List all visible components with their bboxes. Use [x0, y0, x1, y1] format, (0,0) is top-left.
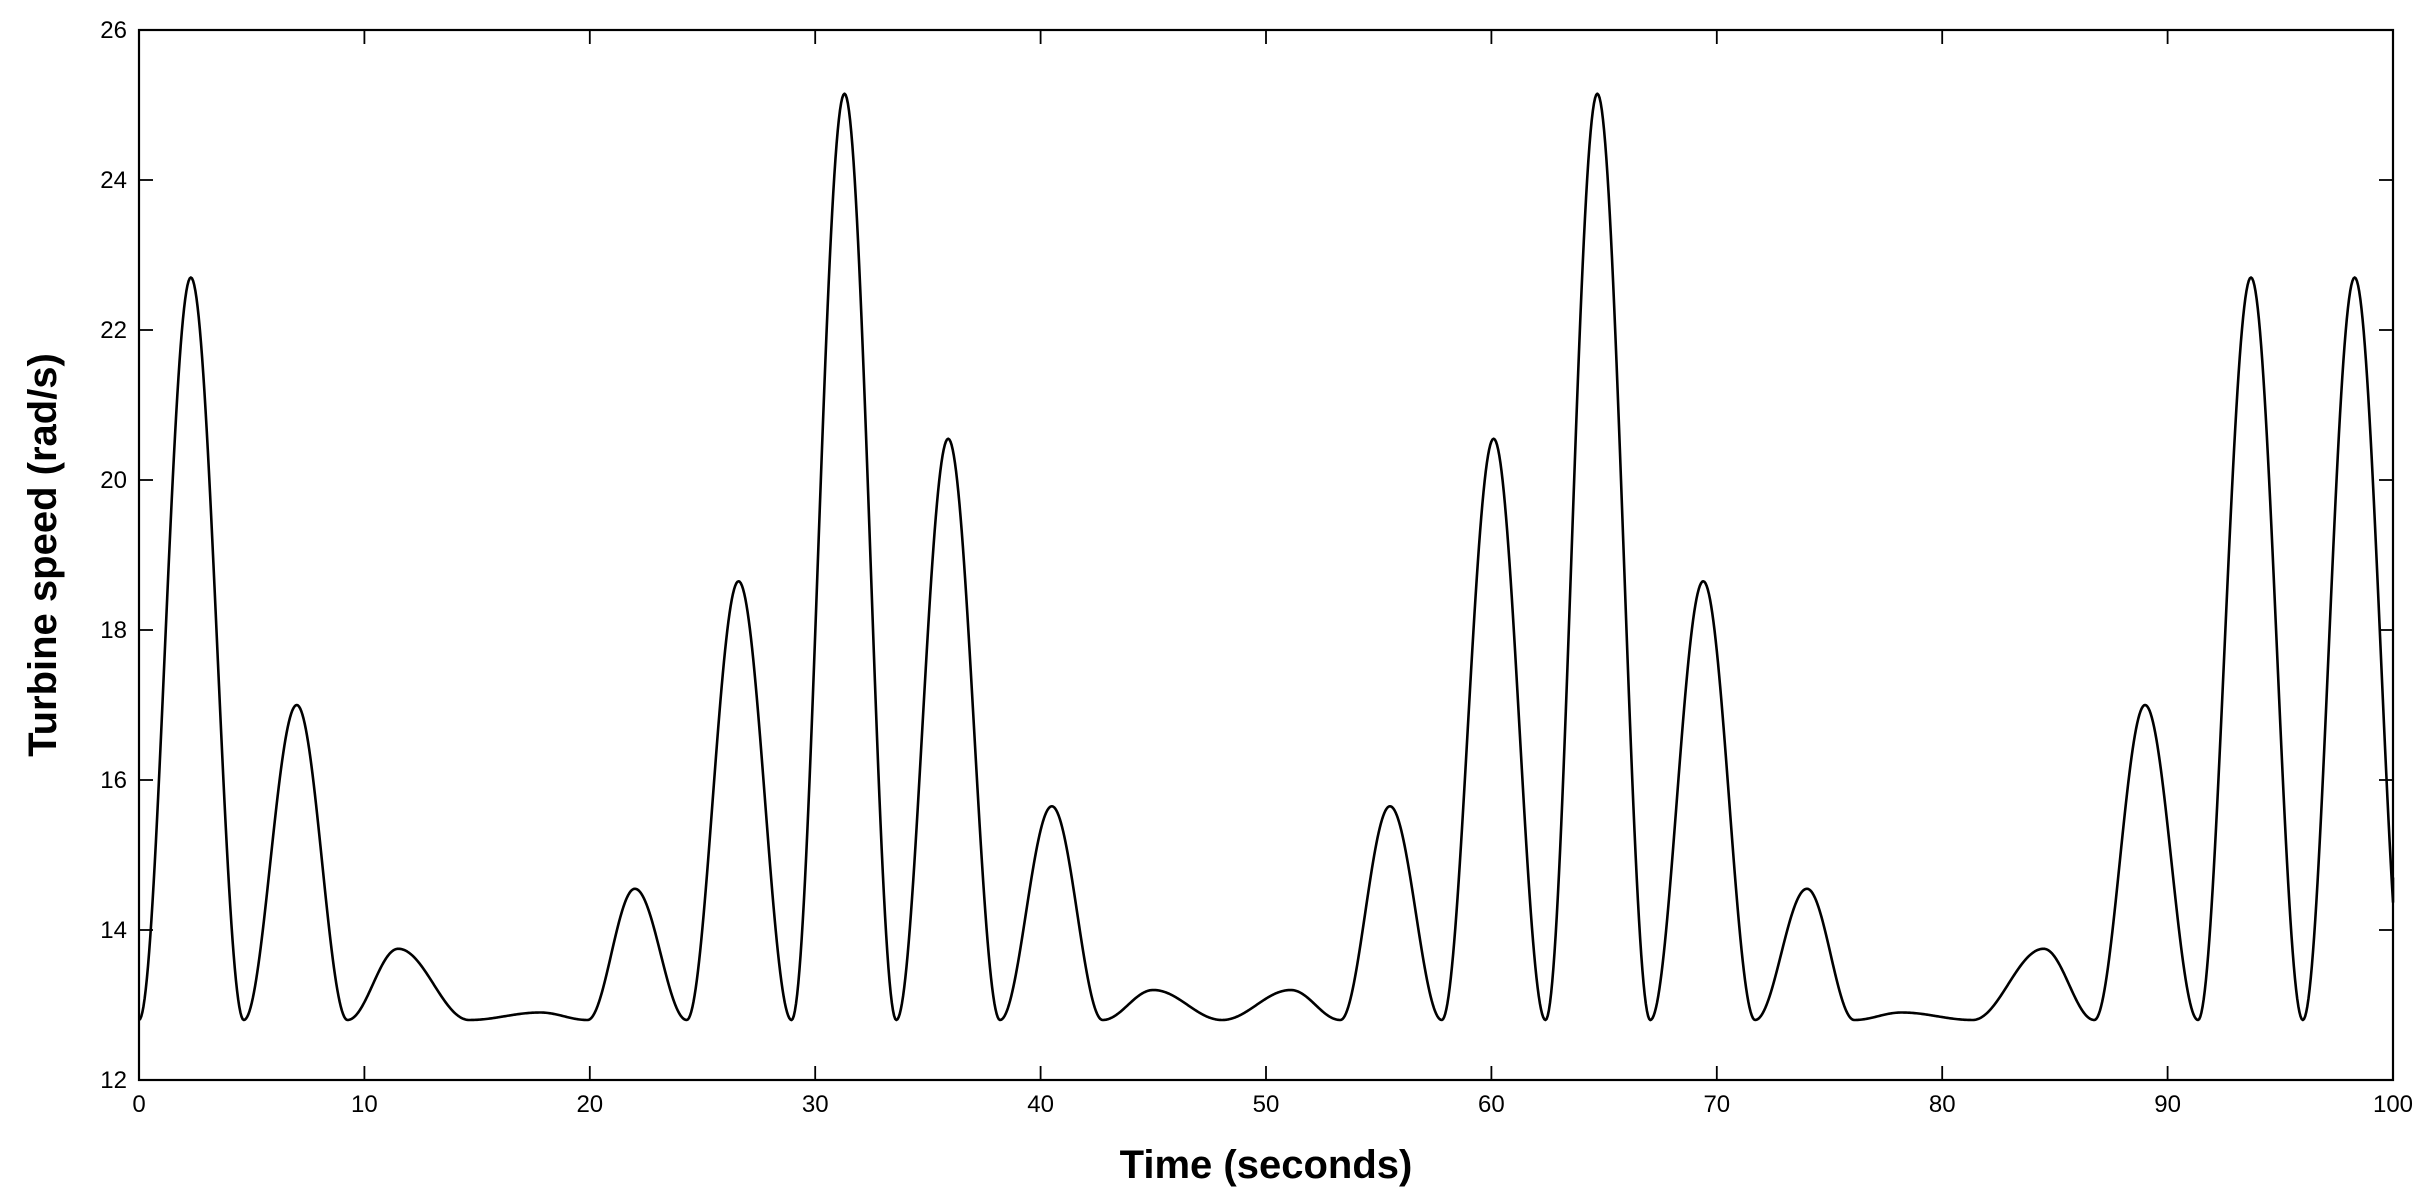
- y-tick-label: 26: [100, 17, 127, 44]
- y-tick-label: 14: [100, 917, 127, 944]
- y-tick-label: 24: [100, 167, 127, 194]
- x-tick-label: 30: [802, 1091, 829, 1118]
- plot-frame: [137, 28, 2395, 1082]
- y-tick-label: 12: [100, 1067, 127, 1094]
- x-tick-label: 40: [1027, 1091, 1054, 1118]
- y-axis-title: Turbine speed (rad/s): [21, 353, 65, 757]
- x-tick-label: 90: [2154, 1091, 2181, 1118]
- y-tick-label: 22: [100, 317, 127, 344]
- x-tick-label: 100: [2373, 1091, 2413, 1118]
- x-tick-label: 60: [1478, 1091, 1505, 1118]
- y-tick-label: 20: [100, 467, 127, 494]
- x-tick-label: 20: [576, 1091, 603, 1118]
- x-axis-tick-labels: 0 10 20 30 40 50 60 70 80 90 100: [132, 1091, 2413, 1118]
- x-tick-label: 0: [132, 1091, 145, 1118]
- x-tick-label: 80: [1929, 1091, 1956, 1118]
- x-axis-title: Time (seconds): [1120, 1143, 1413, 1187]
- series-line: [138, 92, 2395, 1022]
- y-tick-label: 18: [100, 617, 127, 644]
- y-axis-tick-labels: 12 14 16 18 20 22 24 26: [100, 17, 127, 1094]
- x-tick-label: 70: [1703, 1091, 1730, 1118]
- x-tick-label: 50: [1253, 1091, 1280, 1118]
- y-tick-label: 16: [100, 767, 127, 794]
- x-tick-label: 10: [351, 1091, 378, 1118]
